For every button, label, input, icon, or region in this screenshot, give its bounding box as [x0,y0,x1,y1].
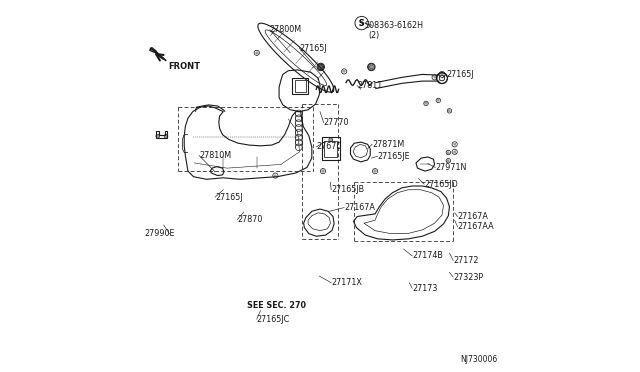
Text: 27810M: 27810M [199,151,231,160]
Text: S: S [359,19,364,28]
Text: NJ730006: NJ730006 [461,355,498,364]
Bar [324,141,337,157]
Text: 27165J: 27165J [215,193,243,202]
Text: 27165J: 27165J [300,44,327,53]
Text: 27172: 27172 [453,256,479,265]
Text: S: S [359,19,364,28]
Text: 27811: 27811 [357,81,383,90]
Text: 27173: 27173 [412,284,438,293]
Text: 27870: 27870 [237,215,263,224]
Text: 27165J: 27165J [447,70,474,79]
Text: 27165JB: 27165JB [331,185,364,194]
Text: 27167AA: 27167AA [458,222,494,231]
Text: (2): (2) [369,31,380,40]
Bar [322,137,340,160]
Text: 27800M: 27800M [270,25,302,34]
Text: 27971N: 27971N [435,163,467,172]
Bar [292,78,308,94]
Text: 27174B: 27174B [412,251,443,260]
Text: FRONT: FRONT [168,62,200,71]
Text: 27165JE: 27165JE [378,152,410,161]
Text: 27165JD: 27165JD [424,180,458,189]
Text: 27990E: 27990E [145,229,175,238]
Text: SEE SEC. 270: SEE SEC. 270 [248,301,307,310]
Text: 27171X: 27171X [331,278,362,287]
Text: 27670: 27670 [316,142,342,151]
Text: 27770: 27770 [324,118,349,127]
Text: 27165JC: 27165JC [257,315,290,324]
Text: 27167A: 27167A [344,203,375,212]
Bar [294,80,306,92]
Text: S08363-6162H: S08363-6162H [365,21,424,30]
Text: 27167A: 27167A [458,212,488,221]
Text: 27323P: 27323P [453,273,483,282]
Text: 27871M: 27871M [372,140,404,149]
